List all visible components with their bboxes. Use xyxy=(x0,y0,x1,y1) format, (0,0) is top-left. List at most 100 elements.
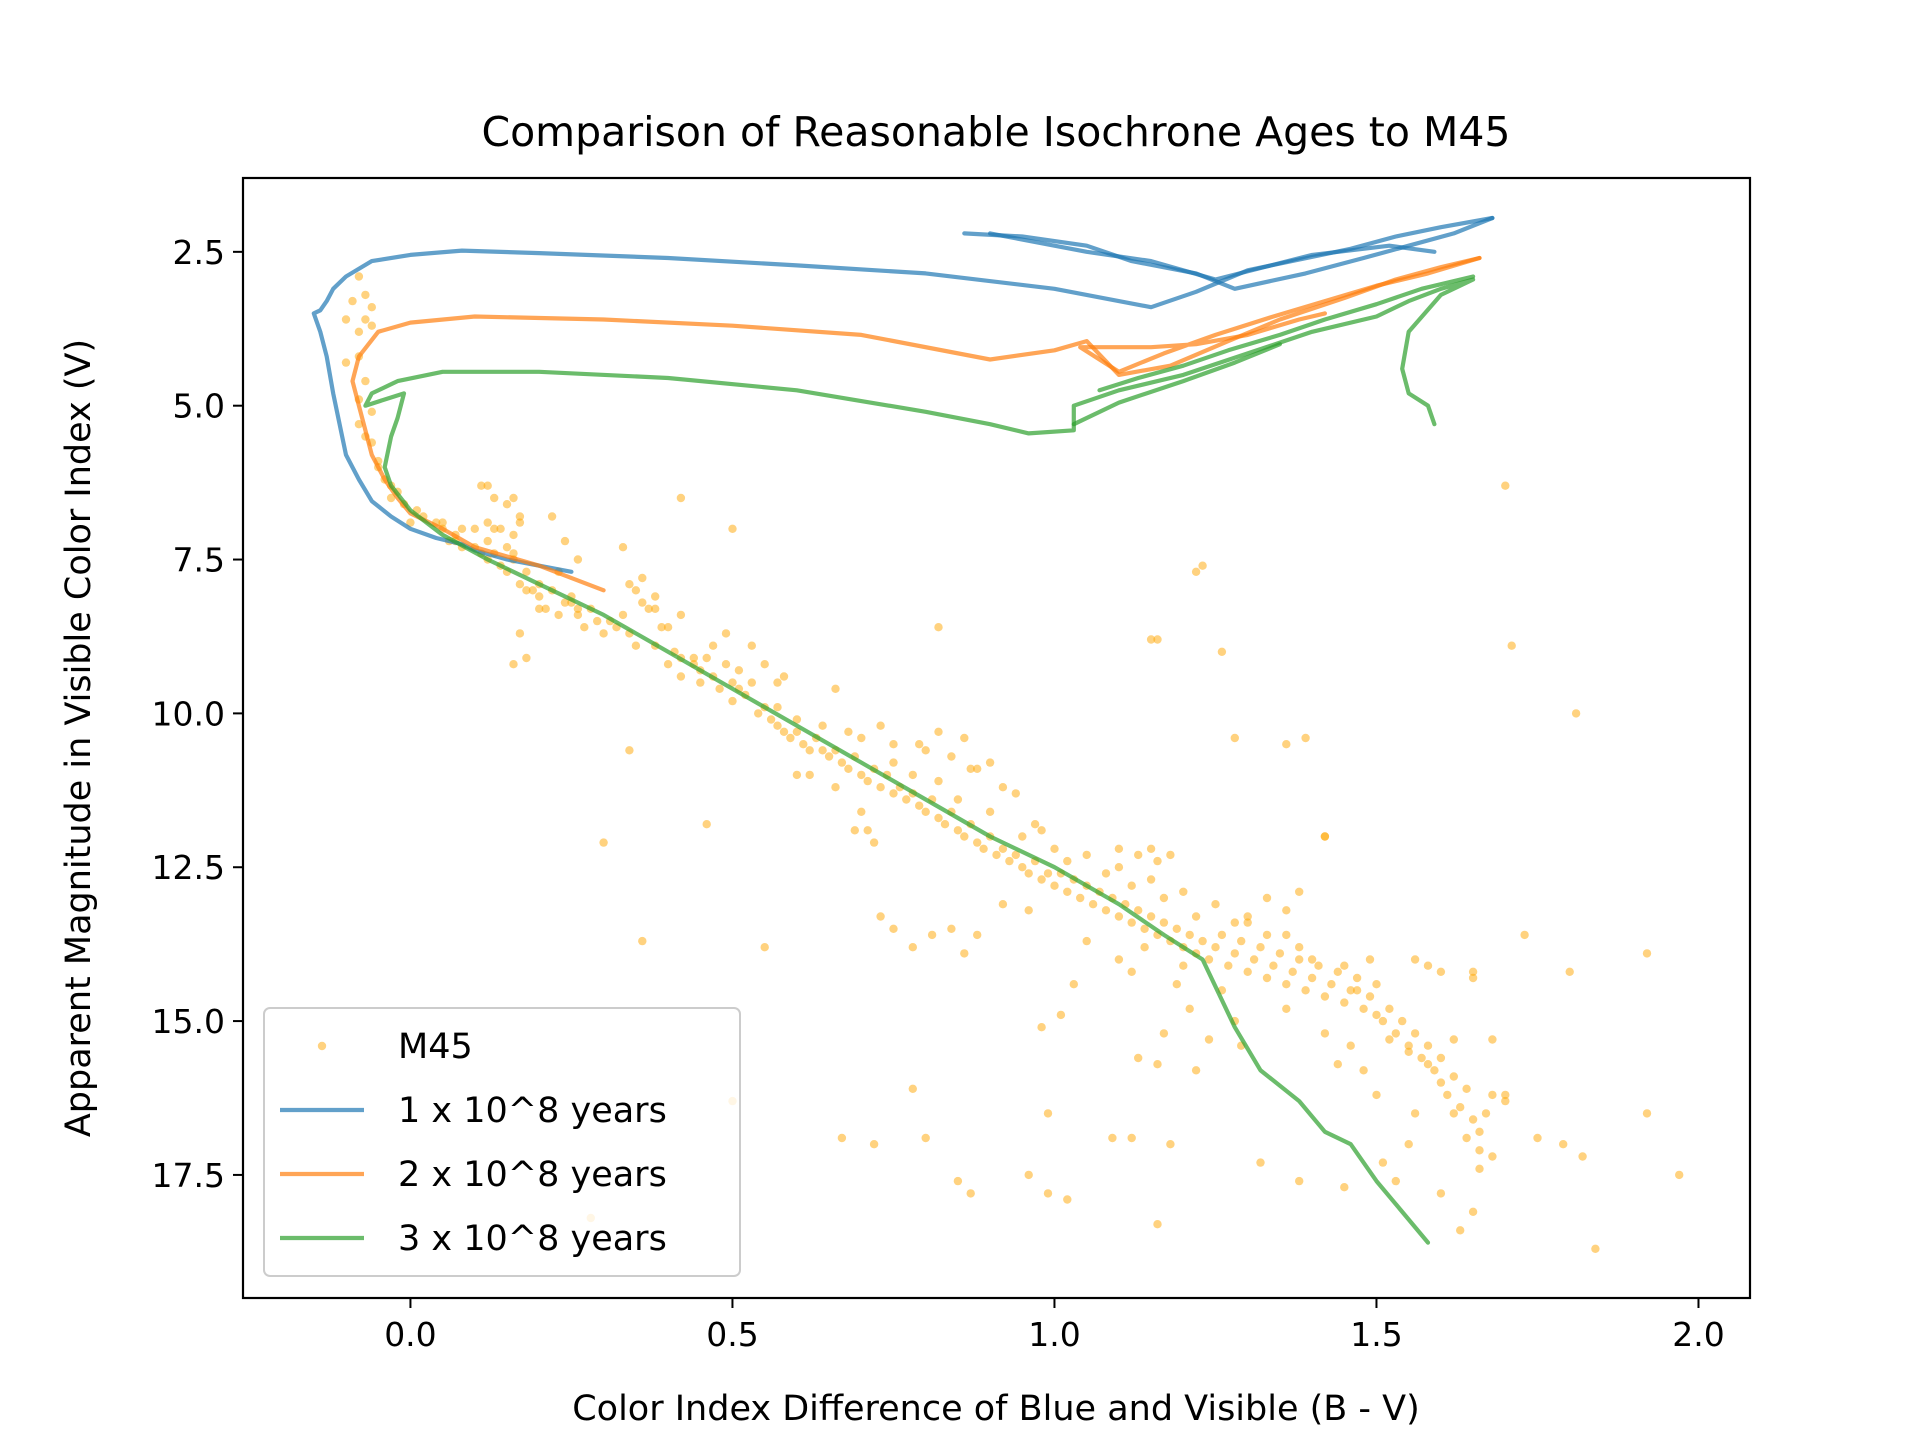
m45-star-point-353 xyxy=(528,586,537,595)
m45-star-point-343 xyxy=(618,543,628,552)
m45-star-point-119 xyxy=(876,783,885,792)
m45-star-point-277 xyxy=(1404,1140,1413,1149)
m45-star-point-94 xyxy=(734,666,744,675)
m45-star-point-135 xyxy=(979,844,988,853)
m45-star-point-92 xyxy=(728,678,737,687)
m45-star-point-380 xyxy=(1320,832,1330,841)
m45-star-point-382 xyxy=(1410,955,1420,964)
m45-star-point-208 xyxy=(1449,1072,1459,1081)
m45-star-point-6 xyxy=(354,327,364,336)
m45-star-point-186 xyxy=(1307,973,1317,983)
m45-star-point-250 xyxy=(1385,1035,1394,1044)
m45-star-point-197 xyxy=(1378,1016,1388,1026)
m45-star-point-252 xyxy=(1423,1060,1433,1069)
m45-star-point-177 xyxy=(1249,955,1259,964)
m45-star-point-236 xyxy=(1146,844,1156,853)
m45-star-point-170 xyxy=(1204,955,1214,964)
m45-star-point-111 xyxy=(824,752,834,761)
m45-star-point-255 xyxy=(1462,1133,1471,1143)
m45-star-point-114 xyxy=(844,764,853,773)
m45-star-point-144 xyxy=(1037,875,1046,884)
x-tick-label: 0.5 xyxy=(706,1315,758,1354)
m45-star-point-193 xyxy=(1352,973,1362,983)
m45-star-point-78 xyxy=(651,592,660,601)
m45-star-point-298 xyxy=(1172,980,1182,989)
m45-star-point-141 xyxy=(1018,863,1027,872)
m45-star-point-132 xyxy=(960,832,969,841)
m45-star-point-205 xyxy=(1430,1066,1439,1075)
m45-star-point-99 xyxy=(754,709,763,718)
m45-star-point-363 xyxy=(915,740,924,749)
m45-star-point-106 xyxy=(799,740,808,749)
y-tick-label: 2.5 xyxy=(173,233,225,272)
m45-star-point-207 xyxy=(1443,1090,1452,1100)
m45-star-point-215 xyxy=(869,838,879,847)
m45-star-point-265 xyxy=(1642,1109,1652,1118)
m45-star-point-58 xyxy=(535,592,544,601)
m45-star-point-55 xyxy=(515,580,525,589)
m45-star-point-116 xyxy=(857,770,866,780)
m45-star-point-176 xyxy=(1243,967,1252,976)
m45-star-point-402 xyxy=(1340,1183,1349,1192)
m45-star-point-338 xyxy=(638,936,647,946)
m45-star-point-51 xyxy=(515,518,525,527)
m45-star-point-232 xyxy=(1127,881,1136,890)
m45-star-point-191 xyxy=(1340,998,1349,1007)
m45-star-point-301 xyxy=(1134,1053,1143,1063)
m45-star-point-5 xyxy=(361,315,370,324)
m45-star-point-104 xyxy=(786,733,795,743)
m45-star-point-368 xyxy=(985,758,995,767)
m45-star-point-173 xyxy=(1224,961,1233,970)
m45-star-point-272 xyxy=(1501,1090,1510,1100)
m45-star-point-49 xyxy=(509,493,518,503)
m45-star-point-339 xyxy=(599,838,608,847)
m45-star-point-356 xyxy=(573,610,583,620)
m45-star-point-393 xyxy=(966,1189,975,1198)
m45-star-point-256 xyxy=(1475,1146,1484,1155)
isochrone-line-3-part-1 xyxy=(363,277,1476,1245)
m45-star-point-100 xyxy=(766,715,776,724)
m45-star-point-318 xyxy=(889,924,898,933)
m45-star-point-403 xyxy=(1191,1066,1201,1075)
y-axis-label: Apparent Magnitude in Visible Color Inde… xyxy=(59,339,99,1137)
m45-star-point-174 xyxy=(1230,949,1240,958)
m45-star-point-383 xyxy=(1423,961,1433,970)
m45-star-point-365 xyxy=(947,752,956,761)
m45-star-point-206 xyxy=(1436,1078,1446,1087)
y-tick-label: 7.5 xyxy=(173,541,225,580)
m45-star-point-160 xyxy=(1140,924,1149,933)
m45-star-point-374 xyxy=(1153,635,1162,644)
m45-star-point-235 xyxy=(1179,887,1188,896)
x-tick-label: 1.5 xyxy=(1350,1315,1402,1354)
m45-star-point-163 xyxy=(1159,918,1169,927)
m45-star-point-293 xyxy=(1243,918,1252,927)
x-axis-label: Color Index Difference of Blue and Visib… xyxy=(572,1389,1420,1429)
m45-star-point-361 xyxy=(876,721,885,730)
m45-star-point-107 xyxy=(805,746,814,755)
m45-star-point-4 xyxy=(341,315,351,324)
m45-star-point-381 xyxy=(1365,955,1375,964)
m45-star-point-12 xyxy=(367,407,376,416)
m45-star-point-167 xyxy=(1185,930,1194,940)
m45-star-point-117 xyxy=(863,776,872,786)
m45-star-point-321 xyxy=(850,826,859,835)
m45-star-point-371 xyxy=(1114,844,1124,853)
m45-star-point-64 xyxy=(573,604,583,613)
m45-star-point-331 xyxy=(708,641,718,650)
m45-star-point-103 xyxy=(779,727,789,736)
m45-star-point-385 xyxy=(934,623,943,632)
m45-star-point-10 xyxy=(361,376,370,386)
m45-star-point-178 xyxy=(1256,943,1265,952)
m45-star-point-180 xyxy=(1269,961,1278,970)
x-tick-label: 1.0 xyxy=(1028,1315,1080,1354)
m45-star-point-316 xyxy=(927,930,937,940)
m45-star-point-278 xyxy=(1391,1176,1401,1186)
m45-star-point-13 xyxy=(354,420,364,429)
m45-star-point-360 xyxy=(857,733,866,743)
m45-star-point-254 xyxy=(1449,1109,1459,1118)
m45-star-point-286 xyxy=(1346,1041,1355,1050)
m45-star-point-192 xyxy=(1346,986,1355,995)
m45-star-point-79 xyxy=(638,573,647,583)
m45-star-point-253 xyxy=(1436,1053,1446,1063)
m45-star-point-386 xyxy=(760,943,769,952)
